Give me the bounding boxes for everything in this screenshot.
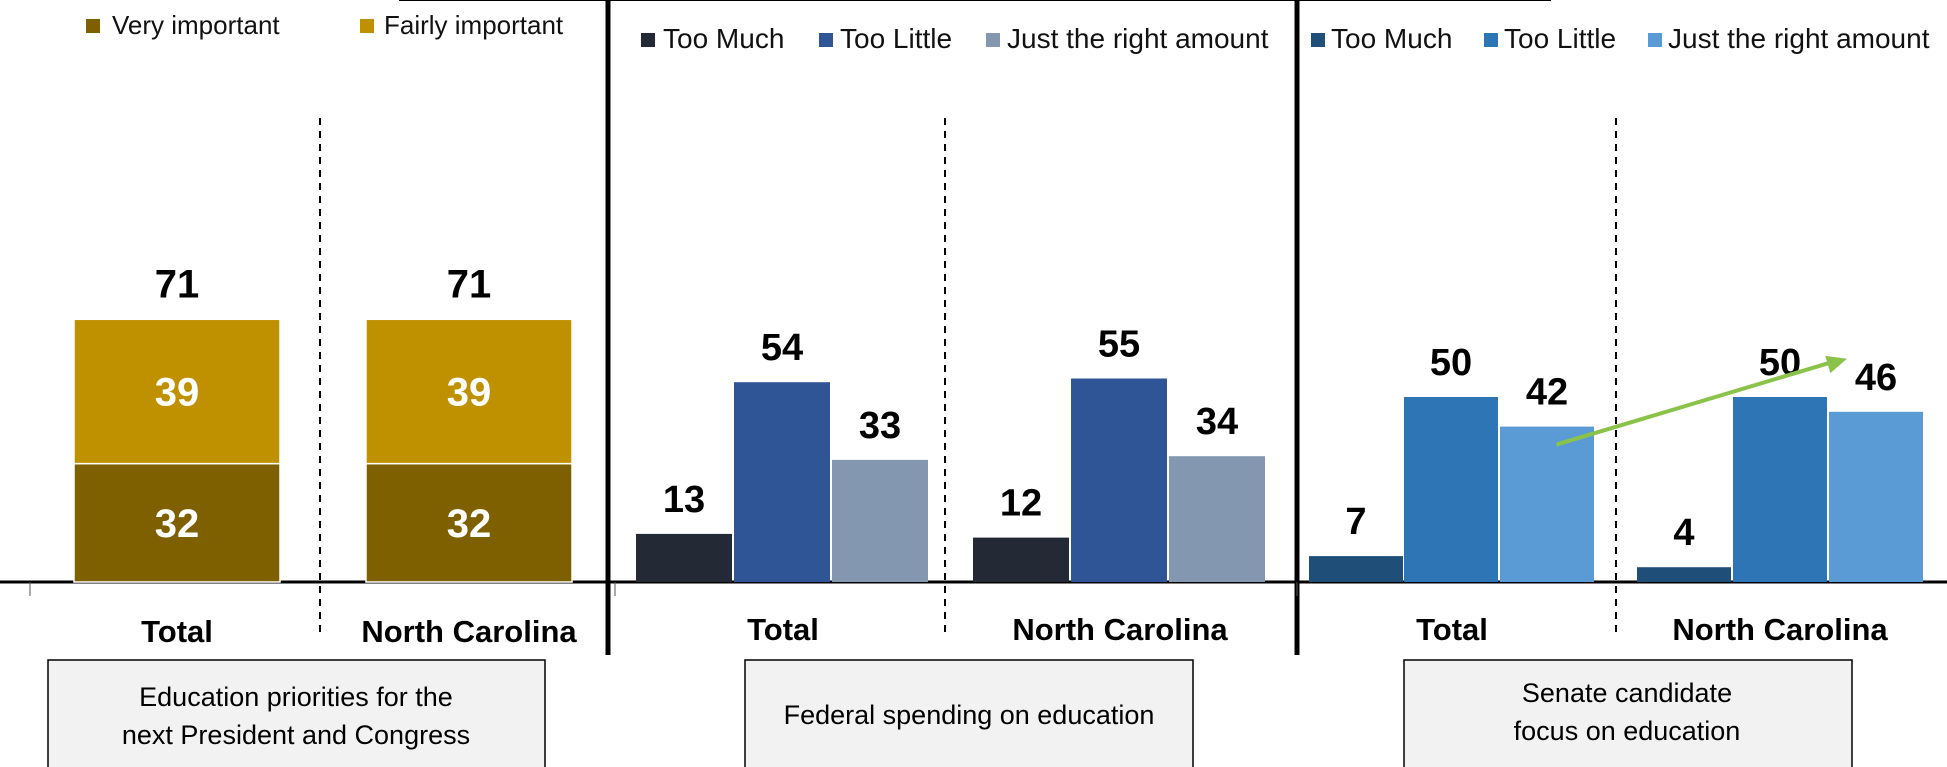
legend-swatch-fairly-important [360, 19, 374, 33]
bar-just-the-right-amount-north-carolina [1169, 456, 1265, 582]
data-label-too-little-total: 50 [1430, 342, 1472, 384]
category-label-north-carolina: North Carolina [1672, 612, 1888, 647]
legend-label-too-little: Too Little [1504, 23, 1616, 54]
caption-box [1403, 659, 1853, 767]
data-label-too-little-north-carolina: 55 [1098, 324, 1140, 366]
total-label-north-carolina: 71 [447, 262, 492, 306]
caption-text: focus on education [1514, 716, 1741, 746]
legend-label-just-the-right-amount: Just the right amount [1668, 23, 1930, 54]
bar-fairly-important-north-carolina [365, 318, 573, 465]
caption-text: Federal spending on education [784, 700, 1155, 730]
bar-too-much-north-carolina [973, 537, 1069, 582]
bar-fairly-important-total [73, 318, 281, 465]
caption-text: Senate candidate [1522, 678, 1732, 708]
legend-swatch-very-important [86, 19, 100, 33]
legend-swatch-just-the-right-amount [986, 33, 1000, 47]
bar-just-the-right-amount-north-carolina [1829, 411, 1923, 582]
annotation-arrow [1555, 359, 1834, 447]
data-label-just-the-right-amount-north-carolina: 46 [1855, 357, 1897, 399]
data-label-just-the-right-amount-total: 33 [859, 405, 901, 447]
bar-very-important-total [73, 462, 281, 583]
legend-label-fairly-important: Fairly important [384, 10, 564, 40]
legend-label-too-little: Too Little [840, 23, 952, 54]
data-label-too-much-north-carolina: 4 [1673, 512, 1694, 554]
data-label-just-the-right-amount-north-carolina: 34 [1196, 401, 1238, 443]
data-label-too-much-total: 7 [1345, 501, 1366, 543]
data-label-very-important-total: 32 [155, 502, 200, 546]
caption-text: next President and Congress [122, 720, 470, 750]
legend-label-too-much: Too Much [663, 23, 784, 54]
bar-too-much-north-carolina [1637, 567, 1731, 582]
bar-very-important-north-carolina [365, 462, 573, 583]
data-label-fairly-important-north-carolina: 39 [447, 370, 492, 414]
bar-too-much-total [1309, 556, 1403, 582]
legend-swatch-too-much [1311, 33, 1325, 47]
bar-too-little-north-carolina [1733, 397, 1827, 582]
legend-label-just-the-right-amount: Just the right amount [1007, 23, 1269, 54]
legend-swatch-too-little [819, 33, 833, 47]
annotation-arrowhead [1825, 355, 1847, 374]
total-label-total: 71 [155, 262, 200, 306]
bar-just-the-right-amount-total [832, 459, 928, 582]
bar-too-little-total [734, 382, 830, 582]
legend-swatch-too-much [641, 33, 655, 47]
data-label-too-little-total: 54 [761, 327, 803, 369]
legend-label-too-much: Too Much [1331, 23, 1452, 54]
category-label-north-carolina: North Carolina [1012, 612, 1228, 647]
legend-swatch-just-the-right-amount [1648, 33, 1662, 47]
bar-too-little-north-carolina [1071, 378, 1167, 582]
category-label-north-carolina: North Carolina [361, 614, 577, 649]
data-label-just-the-right-amount-total: 42 [1526, 372, 1568, 414]
caption-text: Education priorities for the [139, 682, 453, 712]
caption-box [744, 659, 1194, 767]
caption-box [47, 659, 546, 767]
data-label-fairly-important-total: 39 [155, 370, 200, 414]
data-label-too-much-north-carolina: 12 [1000, 483, 1042, 525]
category-label-total: Total [1416, 612, 1488, 647]
data-label-too-much-total: 13 [663, 479, 705, 521]
data-label-very-important-north-carolina: 32 [447, 502, 492, 546]
category-label-total: Total [141, 614, 213, 649]
bar-too-much-total [636, 533, 732, 582]
legend-label-very-important: Very important [112, 10, 280, 40]
category-label-total: Total [747, 612, 819, 647]
bar-too-little-total [1404, 397, 1498, 582]
legend-swatch-too-little [1484, 33, 1498, 47]
bar-just-the-right-amount-total [1500, 426, 1594, 582]
